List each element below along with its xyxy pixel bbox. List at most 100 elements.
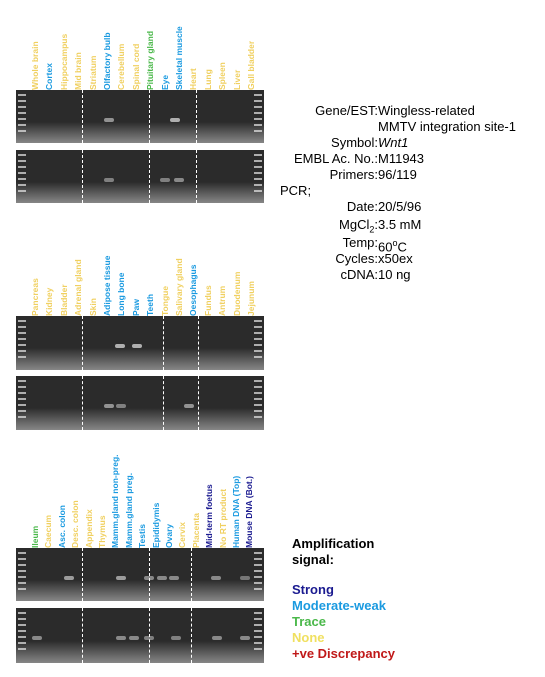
- lane-label: Ileum: [30, 525, 40, 548]
- lane-separator: [191, 608, 192, 663]
- lane-separator: [196, 150, 197, 203]
- pcr-band: [129, 636, 139, 640]
- lane-label: Fundus: [202, 285, 213, 316]
- pcr-band: [116, 404, 126, 408]
- ladder-left: [18, 154, 26, 193]
- lane-separator: [149, 548, 150, 601]
- lane-separator: [163, 316, 164, 370]
- lane-label: Eye: [159, 74, 170, 90]
- ladder-right: [254, 94, 262, 133]
- legend-items: Strong Moderate-weak Trace None +ve Discrepa…: [292, 582, 395, 662]
- gel-panel-1: Whole brain Cortex Hippocampus Mid brain Str…: [16, 26, 264, 208]
- legend-item: Trace: [292, 614, 326, 629]
- pcr-band: [174, 178, 184, 182]
- lane-label: Mamm.gland non-preg.: [110, 454, 121, 549]
- gel-panel-2: Pancreas Kidney Bladder Adrenal gland Skin Ad…: [16, 256, 264, 436]
- lane-label: Oesophagus: [188, 264, 199, 316]
- gel-panel-3: Ileum Caecum Asc. colon Desc. colon Appendix…: [16, 455, 264, 665]
- gel-image-bottom-2: [16, 376, 264, 430]
- legend-item: +ve Discrepancy: [292, 646, 395, 661]
- lane-label: Mamm.gland preg.: [123, 472, 134, 548]
- primers-key: Primers:: [329, 167, 378, 182]
- lane-separator: [196, 90, 197, 143]
- amplification-legend: Amplification signal: Strong Moderate-wea…: [292, 536, 395, 662]
- lane-label: Thymus: [97, 515, 107, 548]
- pcr-band: [171, 636, 181, 640]
- lane-label: Mid brain: [73, 52, 84, 90]
- pcr-band: [144, 636, 154, 640]
- embl-key: EMBL Ac. No.:: [293, 151, 378, 166]
- lane-label: Asc. colon: [56, 505, 67, 548]
- lane-label: Spleen: [217, 62, 228, 90]
- lane-separator: [149, 90, 150, 143]
- lane-label: Skeletal muscle: [174, 26, 184, 90]
- lane-labels-2: Pancreas Kidney Bladder Adrenal gland Skin Ad…: [16, 256, 264, 316]
- legend-item: Strong: [292, 582, 334, 597]
- ladder-left: [18, 552, 26, 591]
- gene-key: Gene/EST:: [315, 103, 378, 118]
- pcr-band: [160, 178, 170, 182]
- lane-label: Liver: [231, 69, 242, 90]
- pcr-band: [115, 344, 125, 348]
- gel-image-bottom-1: [16, 150, 264, 203]
- ladder-right: [254, 552, 262, 591]
- lane-separator: [191, 548, 192, 601]
- lane-label: Long bone: [116, 272, 127, 316]
- lane-label: Jejunum: [246, 281, 256, 316]
- legend-item: Moderate-weak: [292, 598, 386, 613]
- lane-label: Mouse DNA (Bot.): [244, 476, 255, 548]
- date-key: Date:: [346, 199, 378, 214]
- lane-label: Skin: [87, 298, 98, 316]
- cycles-value: x50ex: [378, 251, 413, 266]
- pcr-band: [212, 636, 222, 640]
- lane-label: Adipose tissue: [102, 255, 112, 316]
- pcr-band: [132, 344, 142, 348]
- pcr-band: [211, 576, 221, 580]
- lane-separator: [149, 150, 150, 203]
- pcr-band: [64, 576, 74, 580]
- temp-key: Temp:: [342, 235, 378, 250]
- lane-separator: [82, 150, 83, 203]
- lane-separator: [82, 548, 83, 601]
- lane-label: Testis: [137, 524, 148, 548]
- legend-item: None: [292, 630, 325, 645]
- pcr-band: [157, 576, 167, 580]
- lane-label: Kidney: [44, 287, 55, 316]
- temp-value: 60oC: [378, 238, 407, 255]
- pcr-band: [169, 576, 179, 580]
- mgcl-key: MgCl2:: [339, 217, 378, 235]
- symbol-key: Symbol:: [331, 135, 378, 150]
- lane-label: Whole brain: [30, 41, 40, 90]
- lane-label: No RT product: [217, 488, 228, 548]
- lane-label: Lung: [202, 69, 213, 90]
- ladder-left: [18, 612, 26, 652]
- lane-label: Adrenal gland: [73, 259, 84, 316]
- lane-label: Cortex: [44, 63, 55, 90]
- lane-labels-1: Whole brain Cortex Hippocampus Mid brain Str…: [16, 26, 264, 90]
- pcr-band: [116, 576, 126, 580]
- lane-label: Hippocampus: [58, 33, 69, 90]
- mgcl-value: 3.5 mM: [378, 217, 422, 232]
- lane-label: Appendix: [83, 509, 94, 548]
- legend-title-2: signal:: [292, 552, 334, 567]
- lane-label: Placenta: [190, 513, 201, 548]
- lane-label: Gall bladder: [246, 40, 256, 90]
- ladder-left: [18, 94, 26, 133]
- lane-label: Epididymis: [150, 502, 161, 548]
- gene-value-2: MMTV integration site-1: [378, 119, 516, 134]
- pcr-band: [104, 404, 114, 408]
- ladder-right: [254, 380, 262, 420]
- ladder-left: [18, 380, 26, 420]
- ladder-right: [254, 154, 262, 193]
- lane-label: Paw: [130, 298, 141, 316]
- pcr-band: [104, 118, 114, 122]
- lane-separator: [163, 376, 164, 430]
- lane-separator: [82, 90, 83, 143]
- lane-label: Human DNA (Top): [231, 475, 241, 548]
- lane-label: Striatum: [87, 55, 98, 90]
- lane-label: Bladder: [58, 284, 69, 316]
- pcr-band: [104, 178, 114, 182]
- lane-label: Desc. colon: [70, 500, 81, 548]
- cdna-value: 10 ng: [378, 267, 411, 282]
- cycles-key: Cycles:: [335, 251, 378, 266]
